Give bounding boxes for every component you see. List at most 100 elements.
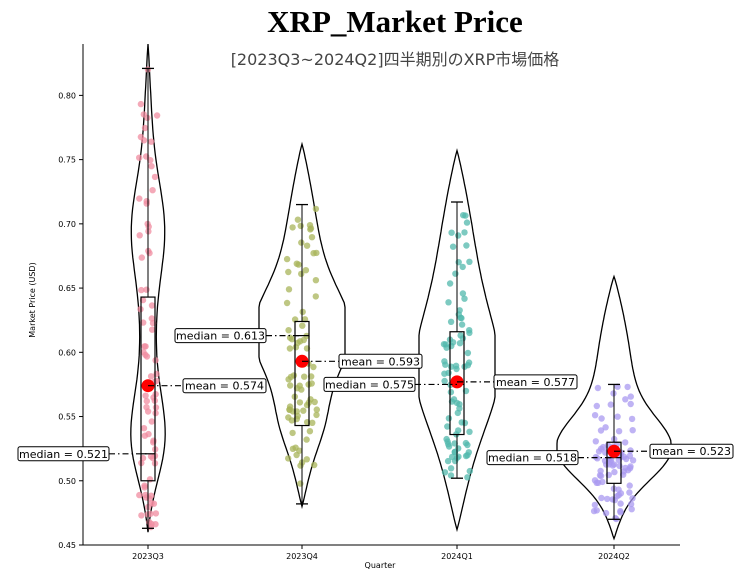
data-point-2024Q2 xyxy=(629,457,637,464)
data-point-2023Q4 xyxy=(312,205,320,213)
data-point-2024Q1 xyxy=(456,307,463,314)
data-point-2024Q2 xyxy=(591,501,599,509)
data-point-2023Q4 xyxy=(301,373,308,380)
axes: 0.45 0.50 0.55 0.60 0.65 0.70 0.75 0.80 2023Q3 20… xyxy=(58,44,680,561)
data-point-2024Q2 xyxy=(626,489,633,496)
data-point-2024Q1 xyxy=(458,321,466,328)
data-point-2024Q2 xyxy=(629,495,636,502)
data-point-2024Q1 xyxy=(455,445,462,452)
data-point-2023Q4 xyxy=(285,327,292,334)
data-point-2024Q2 xyxy=(622,439,629,446)
data-point-2023Q4 xyxy=(287,373,295,381)
data-point-2024Q2 xyxy=(597,427,605,434)
data-point-2023Q4 xyxy=(283,255,291,263)
data-point-2023Q4 xyxy=(285,268,292,276)
data-point-2024Q1 xyxy=(448,453,456,461)
data-point-2023Q4 xyxy=(303,436,310,443)
data-point-2023Q4 xyxy=(285,455,292,462)
data-point-2024Q2 xyxy=(617,507,624,515)
data-point-2023Q3 xyxy=(138,254,145,261)
mean-label-2023Q4: mean = 0.593 xyxy=(341,355,420,368)
data-point-2024Q2 xyxy=(602,509,610,517)
data-point-2023Q4 xyxy=(308,373,315,380)
violin-2023Q3 xyxy=(130,43,166,533)
data-point-2024Q2 xyxy=(627,447,634,454)
data-point-2023Q3 xyxy=(151,173,159,181)
y-tick-label: 0.55 xyxy=(58,413,76,422)
data-point-2023Q4 xyxy=(302,267,310,274)
data-point-2024Q1 xyxy=(446,280,454,287)
y-tick-label: 0.50 xyxy=(58,477,76,486)
data-point-2023Q4 xyxy=(313,411,320,419)
data-point-2023Q3 xyxy=(152,510,160,517)
data-point-2024Q1 xyxy=(447,318,455,325)
data-point-2023Q3 xyxy=(138,286,145,294)
data-point-2024Q2 xyxy=(622,396,629,403)
data-point-2024Q1 xyxy=(464,349,472,357)
chart-title: XRP_Market Price xyxy=(267,4,523,39)
data-point-2023Q3 xyxy=(143,404,150,411)
data-point-2024Q2 xyxy=(607,401,614,408)
data-point-2023Q4 xyxy=(309,419,316,426)
data-point-2023Q3 xyxy=(152,521,159,528)
data-point-2024Q1 xyxy=(442,361,449,368)
data-point-2024Q1 xyxy=(459,263,466,271)
data-point-2024Q2 xyxy=(594,384,602,392)
data-point-2023Q4 xyxy=(287,382,294,389)
data-point-2024Q1 xyxy=(459,290,467,297)
data-point-2023Q4 xyxy=(298,270,305,278)
data-point-2023Q4 xyxy=(311,398,318,406)
data-point-2023Q3 xyxy=(153,112,161,119)
data-point-2023Q3 xyxy=(148,163,155,170)
data-point-2024Q2 xyxy=(627,393,634,400)
data-point-2024Q1 xyxy=(462,452,470,460)
data-point-2023Q3 xyxy=(140,425,148,432)
data-point-2024Q1 xyxy=(453,365,460,373)
data-point-2024Q1 xyxy=(445,415,453,422)
data-point-2024Q2 xyxy=(615,486,622,493)
data-point-2024Q2 xyxy=(590,507,598,515)
data-point-2023Q3 xyxy=(150,437,157,444)
data-point-2024Q1 xyxy=(448,229,455,236)
data-point-2023Q3 xyxy=(142,351,149,359)
median-label-box-2023Q4 xyxy=(174,328,267,344)
data-point-2024Q1 xyxy=(445,441,452,448)
data-point-2023Q3 xyxy=(152,409,159,417)
data-point-2024Q2 xyxy=(602,424,609,431)
data-point-2023Q3 xyxy=(153,370,160,378)
data-point-2024Q2 xyxy=(620,453,628,460)
data-point-2023Q4 xyxy=(310,250,317,257)
data-point-2023Q3 xyxy=(136,491,143,499)
mean-label-2023Q3: mean = 0.574 xyxy=(185,380,264,393)
data-point-2024Q2 xyxy=(628,506,635,513)
data-point-2024Q2 xyxy=(598,415,605,422)
data-point-2024Q1 xyxy=(450,396,458,403)
data-point-2023Q4 xyxy=(300,336,307,344)
data-point-2023Q4 xyxy=(300,407,307,414)
data-point-2024Q2 xyxy=(591,412,599,419)
x-tick-label: 2024Q2 xyxy=(598,552,630,561)
mean-label-box-2024Q1 xyxy=(493,374,578,390)
data-point-2023Q3 xyxy=(141,432,149,439)
data-point-2024Q2 xyxy=(629,427,636,434)
data-point-2024Q2 xyxy=(615,428,623,435)
y-tick-label: 0.45 xyxy=(58,541,76,550)
data-point-2023Q3 xyxy=(136,195,143,202)
data-point-2024Q2 xyxy=(595,448,603,455)
data-point-2024Q2 xyxy=(622,464,629,472)
data-point-2023Q3 xyxy=(152,404,160,411)
y-axis-label: Market Price (USD) xyxy=(28,262,37,337)
median-label-2023Q4: median = 0.613 xyxy=(176,330,265,343)
y-tick-label: 0.60 xyxy=(58,348,76,357)
data-point-2024Q2 xyxy=(626,482,633,489)
data-point-2024Q1 xyxy=(456,401,463,408)
data-point-2024Q1 xyxy=(464,441,471,449)
data-point-2023Q3 xyxy=(136,232,143,239)
data-point-2024Q1 xyxy=(461,295,468,302)
data-point-2024Q1 xyxy=(466,258,473,265)
median-label-2024Q2: median = 0.518 xyxy=(488,452,577,465)
y-tick-label: 0.80 xyxy=(58,91,76,100)
median-label-box-2023Q3 xyxy=(17,446,110,462)
data-point-2023Q3 xyxy=(148,138,155,145)
